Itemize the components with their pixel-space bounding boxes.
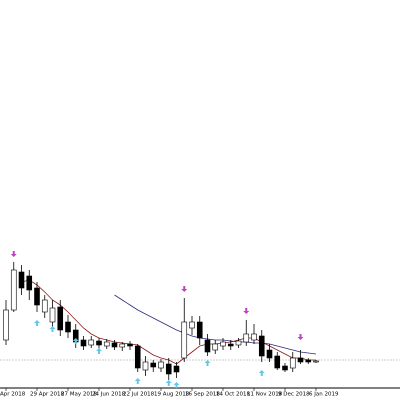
candle-body [220,341,226,347]
fractal-down-arrow [243,308,250,314]
candle-body [26,275,33,291]
fractal-up-arrow [134,378,141,384]
x-tick-label: 22 Jul 2018 [123,392,155,398]
candle-body [258,335,265,357]
candle-body [313,360,319,363]
candle-body [243,333,250,343]
fractal-up-arrow [258,370,265,376]
candle-body [142,361,149,371]
fractal-up-arrow [173,382,180,388]
candle-body [119,343,126,348]
candle-body [305,359,312,363]
candle-body [235,340,242,346]
candle-body [189,321,195,329]
candle-body [96,340,102,346]
fractal-up-arrow [72,338,79,344]
candle-body [65,321,71,333]
candle-body [41,299,48,313]
fractal-up-arrow [96,348,102,354]
fractal-up-arrow [49,326,56,332]
candle-body [127,343,133,347]
candle-body [212,343,219,351]
fractal-down-arrow [10,251,17,257]
candle-body [49,307,56,323]
x-tick-label: 19 Aug 2018 [154,392,190,398]
candle-body [80,339,87,347]
candle-body [88,339,95,346]
candle-body [251,333,257,341]
fractal-up-arrow [204,360,211,366]
candle-body [173,365,180,373]
candle-body [57,306,64,331]
x-tick-label: 11 Nov 2018 [247,392,283,398]
x-tick-label: 24 Jun 2018 [92,392,126,398]
candle-body [297,357,304,363]
fractal-up-arrow [165,380,172,386]
x-tick-label: 14 Oct 2018 [216,392,251,398]
candle-body [34,287,40,306]
candle-body [181,321,188,359]
candle-body [3,309,9,341]
x-tick-label: 29 Apr 2018 [30,392,65,398]
candle-body [266,349,273,359]
candle-body [196,321,203,339]
x-tick-label: 9 Dec 2018 [278,392,310,398]
candle-body [227,343,234,347]
candle-body [18,271,25,289]
fractal-down-arrow [297,334,304,340]
candle-body [150,362,157,368]
candle-body [111,342,118,348]
candle-body [158,361,164,369]
x-tick-label: 6 Jan 2019 [309,392,339,398]
candle-body [282,365,288,371]
fractal-down-arrow [181,286,188,292]
x-tick-label: Apr 2018 [0,392,26,398]
candle-body [204,339,211,353]
x-tick-label: 16 Sep 2018 [185,392,220,398]
candle-body [165,363,172,375]
fractal-up-arrow [34,320,40,326]
candle-body [134,345,141,369]
candle-body [289,357,296,369]
candle-body [103,341,110,347]
candle-body [10,269,17,311]
candle-body [274,355,281,369]
x-tick-label: 27 May 2018 [61,392,97,398]
